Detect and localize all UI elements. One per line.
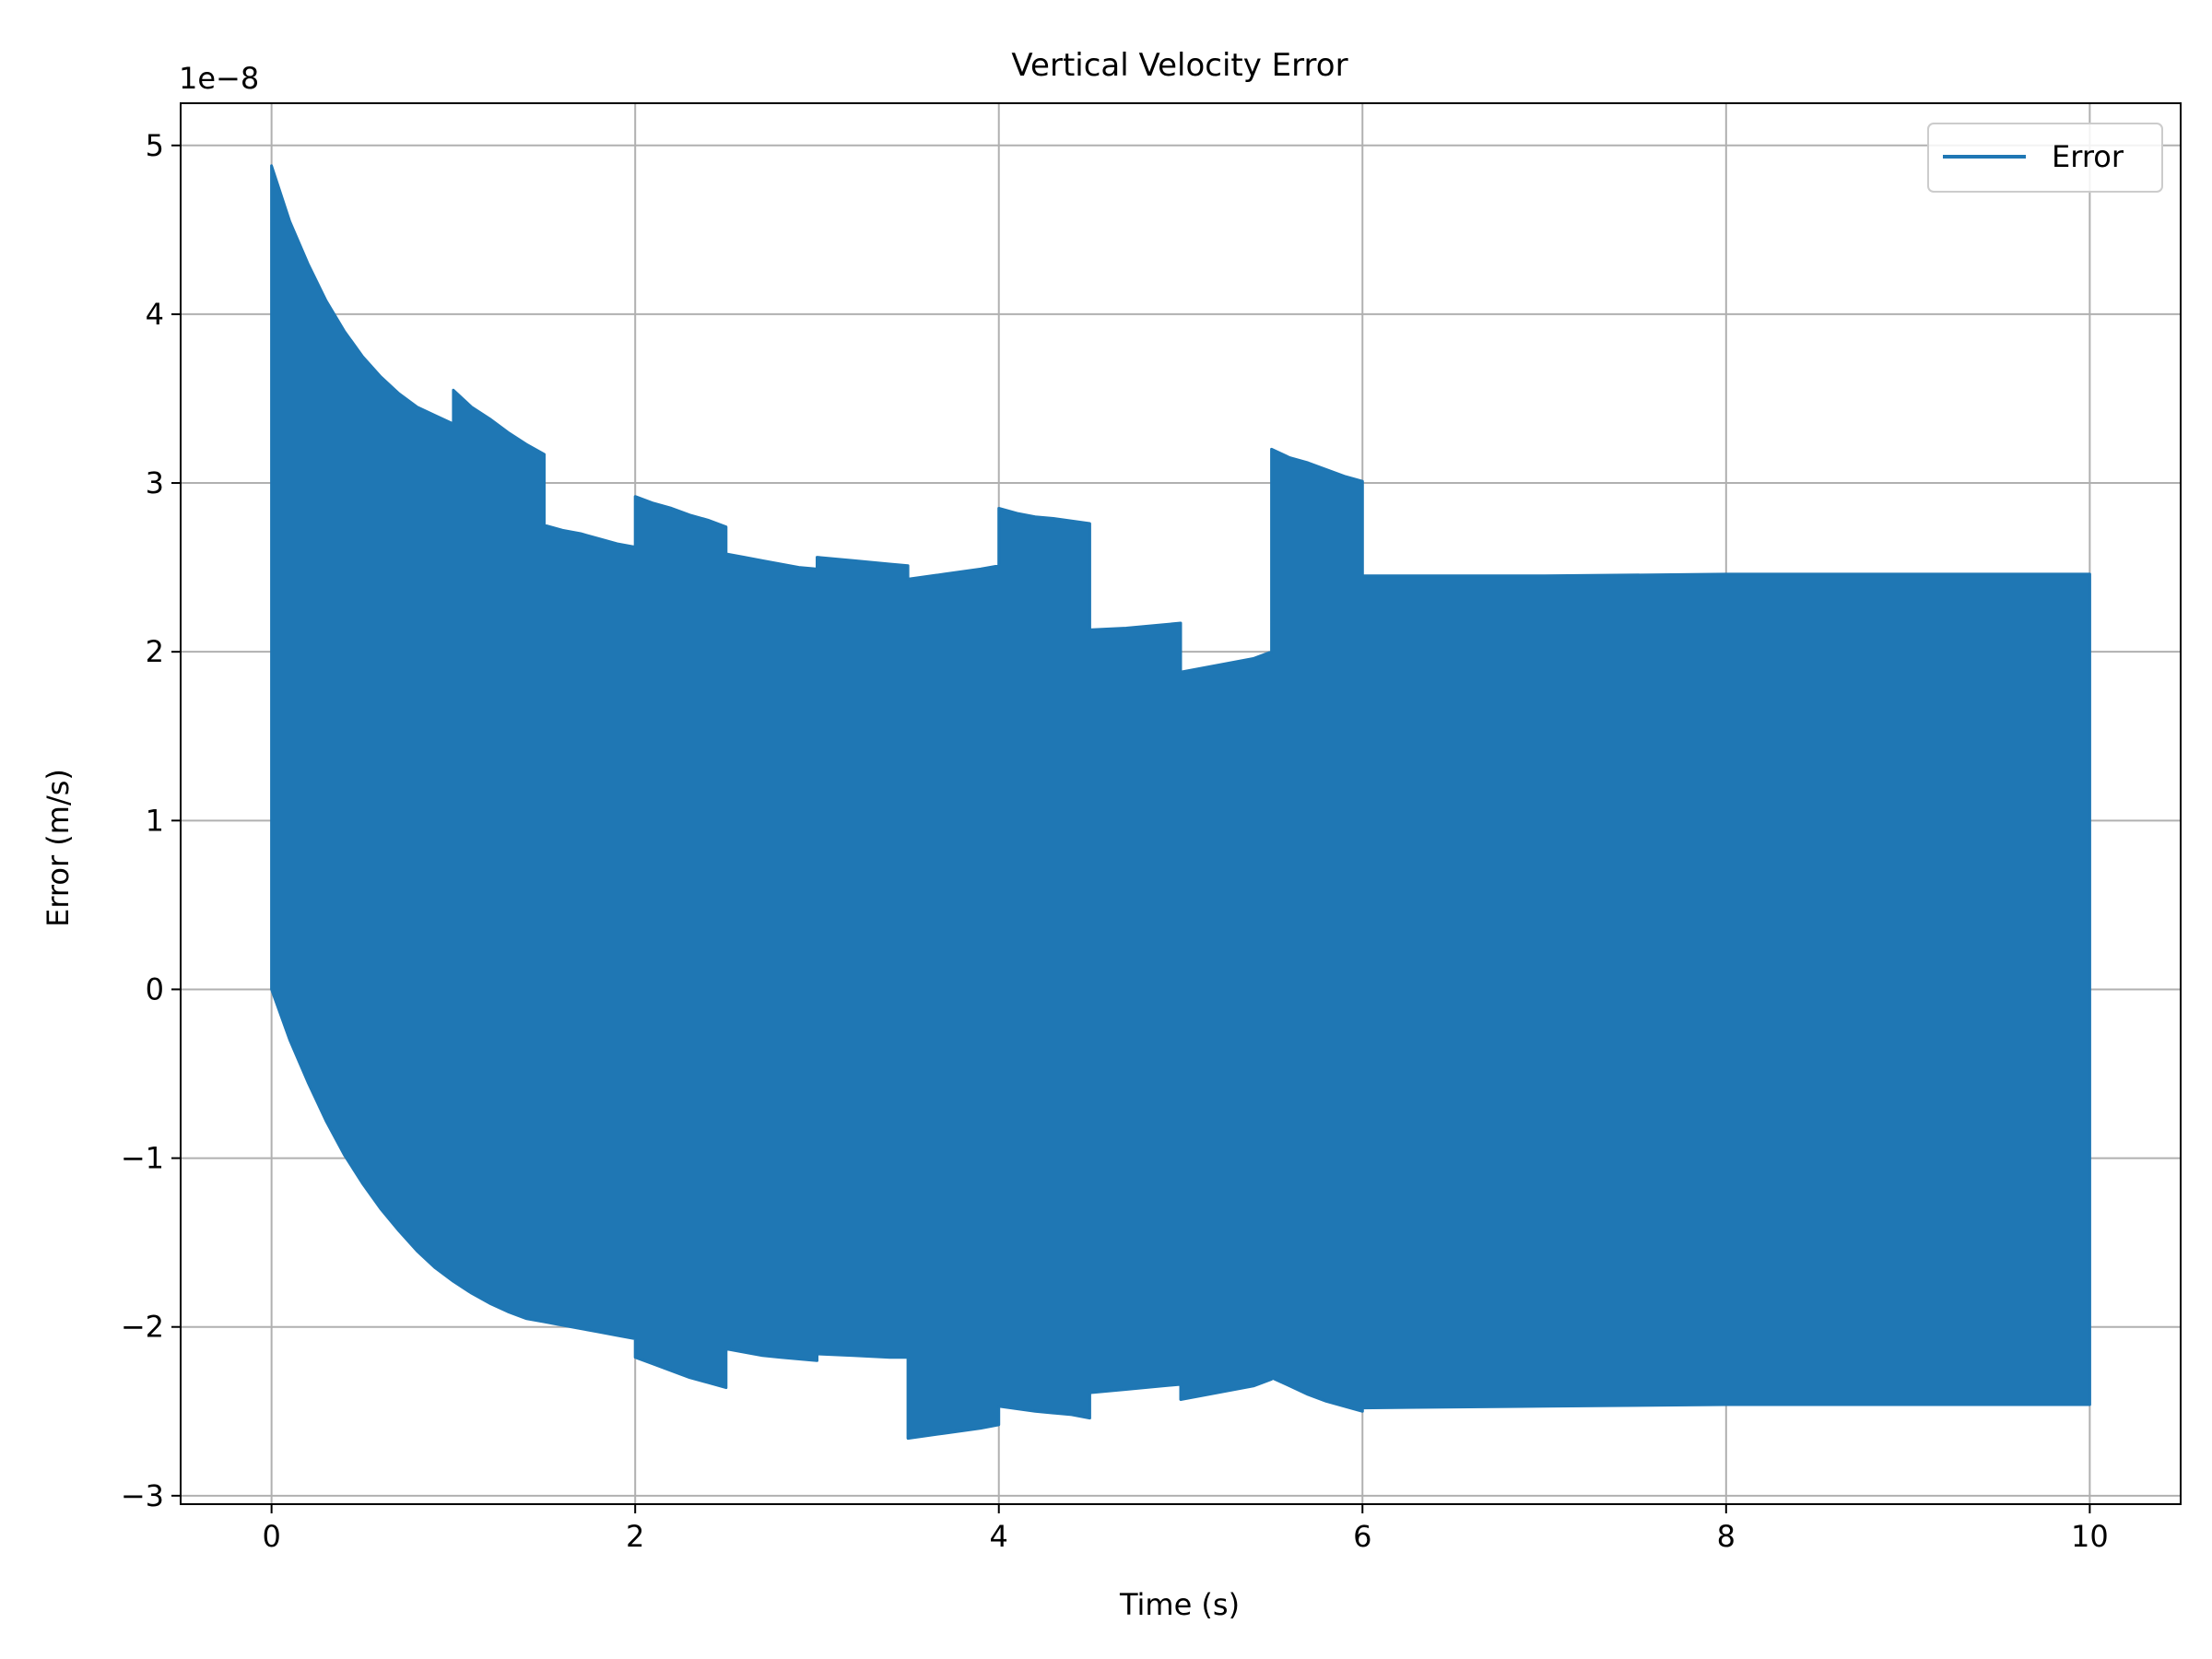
- y-tick-label: 5: [146, 128, 164, 163]
- axes-frame: [180, 102, 2182, 1505]
- y-axis: −3 −2 −1 0 1 2 3 4 5: [121, 128, 181, 1513]
- y-offset-text: 1e−8: [179, 61, 259, 96]
- y-tick-label: 2: [146, 634, 164, 669]
- x-tick-label: 4: [990, 1519, 1008, 1554]
- x-axis-label: Time (s): [1119, 1587, 1240, 1622]
- y-tick-label: 0: [146, 971, 164, 1006]
- x-tick-label: 10: [2071, 1519, 2109, 1554]
- y-tick-label: 4: [146, 297, 164, 332]
- chart-title: Vertical Velocity Error: [1011, 47, 1347, 84]
- legend: Error: [1927, 123, 2163, 193]
- y-tick-label: 1: [146, 803, 164, 838]
- legend-box: [1927, 123, 2163, 193]
- plot-area: [270, 164, 2091, 1441]
- x-axis: 0 2 4 6 8 10: [262, 1504, 2109, 1554]
- y-tick-label: 3: [146, 465, 164, 500]
- y-tick-label: −2: [121, 1310, 164, 1345]
- series-error-band: [270, 164, 2091, 1441]
- legend-label-error: Error: [2052, 139, 2124, 174]
- x-tick-label: 8: [1717, 1519, 1735, 1554]
- x-tick-label: 2: [626, 1519, 644, 1554]
- x-tick-label: 6: [1353, 1519, 1371, 1554]
- y-axis-label: Error (m/s): [41, 769, 76, 927]
- y-tick-label: −3: [121, 1478, 164, 1513]
- x-tick-label: 0: [262, 1519, 280, 1554]
- y-tick-label: −1: [121, 1141, 164, 1176]
